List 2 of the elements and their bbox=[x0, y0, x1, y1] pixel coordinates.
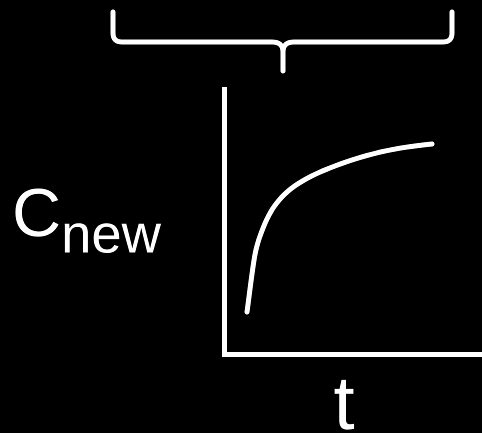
y-axis-title: C$_{new}$ bbox=[12, 175, 161, 264]
x-axis-title: t bbox=[332, 361, 356, 433]
